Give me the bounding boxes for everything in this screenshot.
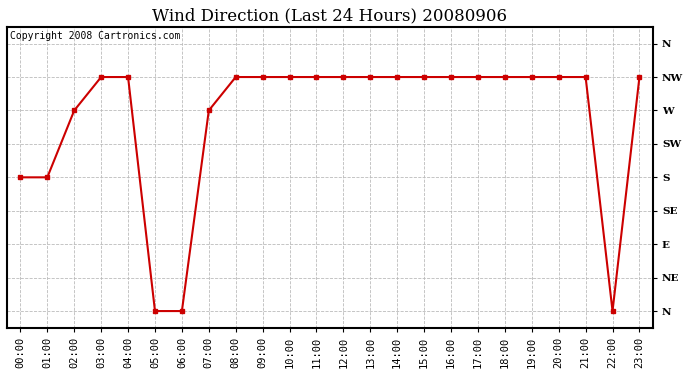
Title: Wind Direction (Last 24 Hours) 20080906: Wind Direction (Last 24 Hours) 20080906 <box>152 7 507 24</box>
Text: Copyright 2008 Cartronics.com: Copyright 2008 Cartronics.com <box>10 32 181 41</box>
